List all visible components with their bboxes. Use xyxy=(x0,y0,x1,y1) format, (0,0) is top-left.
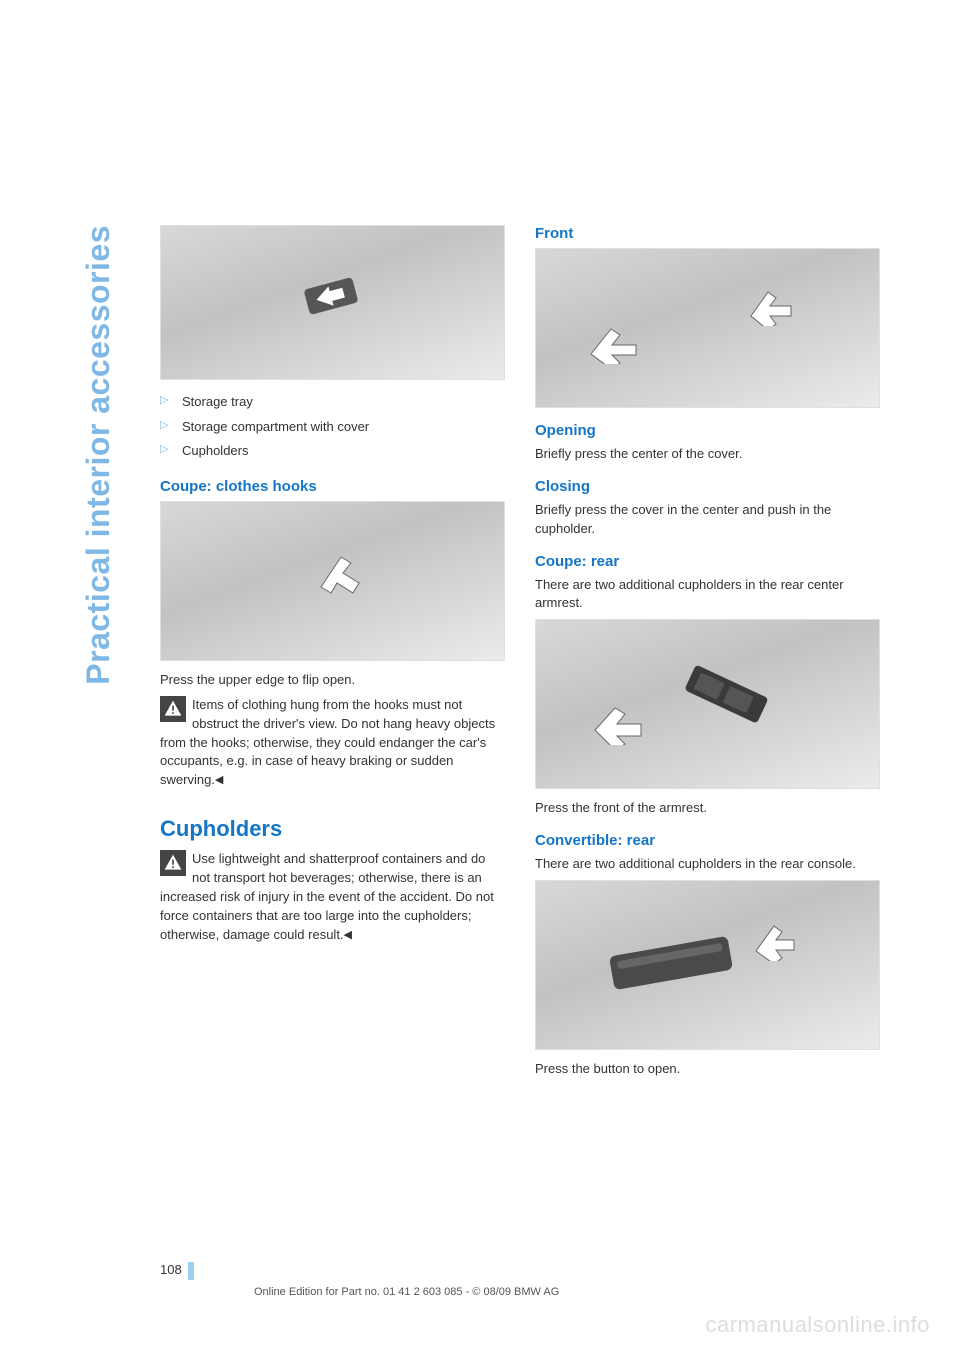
right-column: Front Opening Briefly press the center o… xyxy=(535,225,880,1085)
manual-page: Practical interior accessories Storage t… xyxy=(0,0,960,1358)
heading-opening: Opening xyxy=(535,422,880,439)
page-number: 108 xyxy=(160,1262,188,1280)
page-number-bar xyxy=(188,1262,194,1280)
text-closing: Briefly press the cover in the center an… xyxy=(535,501,880,539)
caption-convertible-rear: Press the button to open. xyxy=(535,1060,880,1079)
warning-text: Use lightweight and shatterproof contain… xyxy=(160,851,494,941)
figure-coupe-rear xyxy=(535,619,880,789)
text-coupe-rear: There are two additional cupholders in t… xyxy=(535,576,880,614)
figure-convertible-rear xyxy=(535,880,880,1050)
left-column: Storage tray Storage compartment with co… xyxy=(160,225,505,1085)
heading-convertible-rear: Convertible: rear xyxy=(535,832,880,849)
footer-edition-line: Online Edition for Part no. 01 41 2 603 … xyxy=(254,1286,559,1298)
bullet-item: Storage tray xyxy=(160,390,505,415)
text-opening: Briefly press the center of the cover. xyxy=(535,445,880,464)
figure-front-cupholders xyxy=(535,248,880,408)
warning-text: Items of clothing hung from the hooks mu… xyxy=(160,697,495,787)
heading-cupholders: Cupholders xyxy=(160,816,505,842)
bullet-item: Cupholders xyxy=(160,439,505,464)
warning-cupholders: Use lightweight and shatterproof contain… xyxy=(160,850,505,944)
bullet-item: Storage compartment with cover xyxy=(160,415,505,440)
heading-coupe-rear: Coupe: rear xyxy=(535,553,880,570)
heading-closing: Closing xyxy=(535,478,880,495)
figure-clothes-hooks xyxy=(160,501,505,661)
page-number-block: 108 xyxy=(160,1262,194,1280)
warning-icon xyxy=(160,850,186,876)
watermark: carmanualsonline.info xyxy=(705,1312,930,1338)
heading-clothes-hooks: Coupe: clothes hooks xyxy=(160,478,505,495)
end-mark-icon: ◀ xyxy=(344,928,352,944)
heading-front: Front xyxy=(535,225,880,242)
two-column-layout: Storage tray Storage compartment with co… xyxy=(160,225,880,1085)
warning-icon xyxy=(160,696,186,722)
section-vertical-label: Practical interior accessories xyxy=(80,225,117,685)
end-mark-icon: ◀ xyxy=(215,773,223,789)
text-convertible-rear: There are two additional cupholders in t… xyxy=(535,855,880,874)
warning-clothes-hooks: Items of clothing hung from the hooks mu… xyxy=(160,696,505,790)
figure-storage-tray xyxy=(160,225,505,380)
bullet-list: Storage tray Storage compartment with co… xyxy=(160,390,505,464)
caption-coupe-rear: Press the front of the armrest. xyxy=(535,799,880,818)
caption-clothes-hooks: Press the upper edge to flip open. xyxy=(160,671,505,690)
